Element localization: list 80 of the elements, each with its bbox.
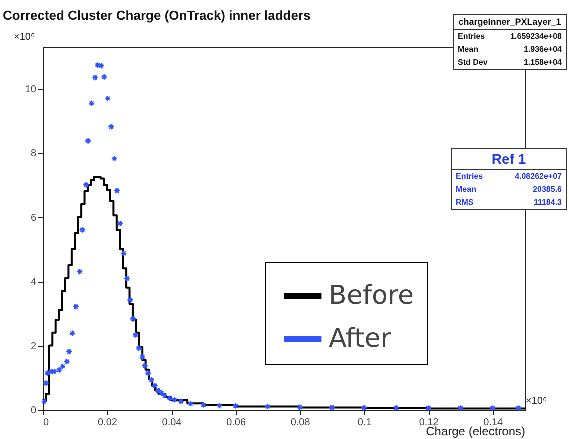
annotation: Mean bbox=[458, 45, 478, 54]
x-tick-label: 0.02 bbox=[98, 418, 118, 428]
point bbox=[66, 348, 73, 356]
point bbox=[152, 382, 158, 390]
annotation: Entries bbox=[456, 172, 484, 181]
point bbox=[136, 344, 142, 352]
point bbox=[92, 74, 99, 82]
y-tick-label: 8 bbox=[30, 148, 37, 160]
point bbox=[124, 275, 131, 282]
y-tick-label: 0 bbox=[30, 406, 37, 416]
point bbox=[98, 62, 105, 70]
point bbox=[264, 403, 272, 410]
point bbox=[72, 304, 80, 310]
point bbox=[200, 402, 208, 409]
point bbox=[155, 387, 162, 394]
point bbox=[130, 316, 137, 322]
point bbox=[296, 404, 304, 411]
point bbox=[360, 404, 368, 412]
point bbox=[76, 268, 84, 276]
text: Entries bbox=[458, 32, 486, 41]
x-tick-label: 0.08 bbox=[290, 418, 311, 428]
x-tick-label: 0 bbox=[44, 418, 50, 428]
legend-label: After bbox=[329, 324, 392, 354]
point bbox=[166, 395, 174, 402]
point bbox=[117, 220, 124, 228]
y-tick-label: 10 bbox=[25, 84, 37, 96]
y-tick-label: 6 bbox=[30, 212, 37, 224]
point bbox=[178, 398, 185, 405]
point bbox=[515, 405, 522, 412]
point bbox=[490, 405, 496, 412]
point bbox=[216, 402, 224, 410]
point bbox=[79, 226, 86, 234]
text: ×10⁶ bbox=[14, 32, 36, 43]
chart-title: Corrected Cluster Charge (OnTrack) inner ladders bbox=[3, 8, 311, 23]
point bbox=[187, 400, 194, 408]
annotation: Std Dev bbox=[458, 58, 488, 67]
text: ×10⁶ bbox=[526, 396, 548, 407]
y-tick-label: 2 bbox=[30, 341, 37, 352]
point bbox=[69, 330, 76, 337]
annotation: 1.158e+04 bbox=[524, 58, 562, 67]
point bbox=[104, 95, 112, 102]
point bbox=[127, 296, 134, 304]
point bbox=[108, 124, 115, 130]
x-tick-label: 0.1 bbox=[358, 418, 372, 428]
annotation: 4.08262e+07 bbox=[515, 172, 562, 181]
point bbox=[83, 182, 90, 188]
text: chargeInner_PXLayer_1 bbox=[454, 15, 566, 30]
point bbox=[328, 404, 336, 412]
point bbox=[94, 62, 102, 69]
point bbox=[101, 74, 108, 81]
point bbox=[41, 398, 48, 405]
point bbox=[393, 404, 400, 412]
annotation: Mean bbox=[456, 185, 476, 194]
point bbox=[232, 402, 240, 410]
point bbox=[161, 392, 168, 400]
point bbox=[84, 138, 92, 144]
legend-label: Before bbox=[329, 281, 414, 311]
point bbox=[88, 100, 96, 107]
point bbox=[111, 155, 118, 162]
point bbox=[120, 250, 128, 257]
point bbox=[158, 390, 165, 397]
point bbox=[132, 332, 140, 338]
point bbox=[142, 362, 149, 370]
text: 1.659234e+08 bbox=[510, 32, 562, 41]
text: 11184.3 bbox=[534, 198, 562, 207]
point bbox=[457, 405, 464, 412]
annotation: 1.936e+04 bbox=[524, 45, 562, 54]
point bbox=[148, 376, 155, 384]
point bbox=[145, 370, 152, 377]
x-tick-label: 0.04 bbox=[162, 418, 182, 428]
y-tick-label: 4 bbox=[30, 277, 37, 288]
point bbox=[425, 405, 432, 412]
annotation: Ref 1 bbox=[452, 149, 566, 170]
point bbox=[42, 380, 50, 387]
point bbox=[171, 396, 178, 404]
annotation: RMS bbox=[456, 198, 474, 207]
text: 20385.6 bbox=[533, 185, 562, 194]
point bbox=[139, 354, 146, 361]
point bbox=[114, 188, 121, 194]
x-tick-label: 0.06 bbox=[226, 418, 246, 428]
